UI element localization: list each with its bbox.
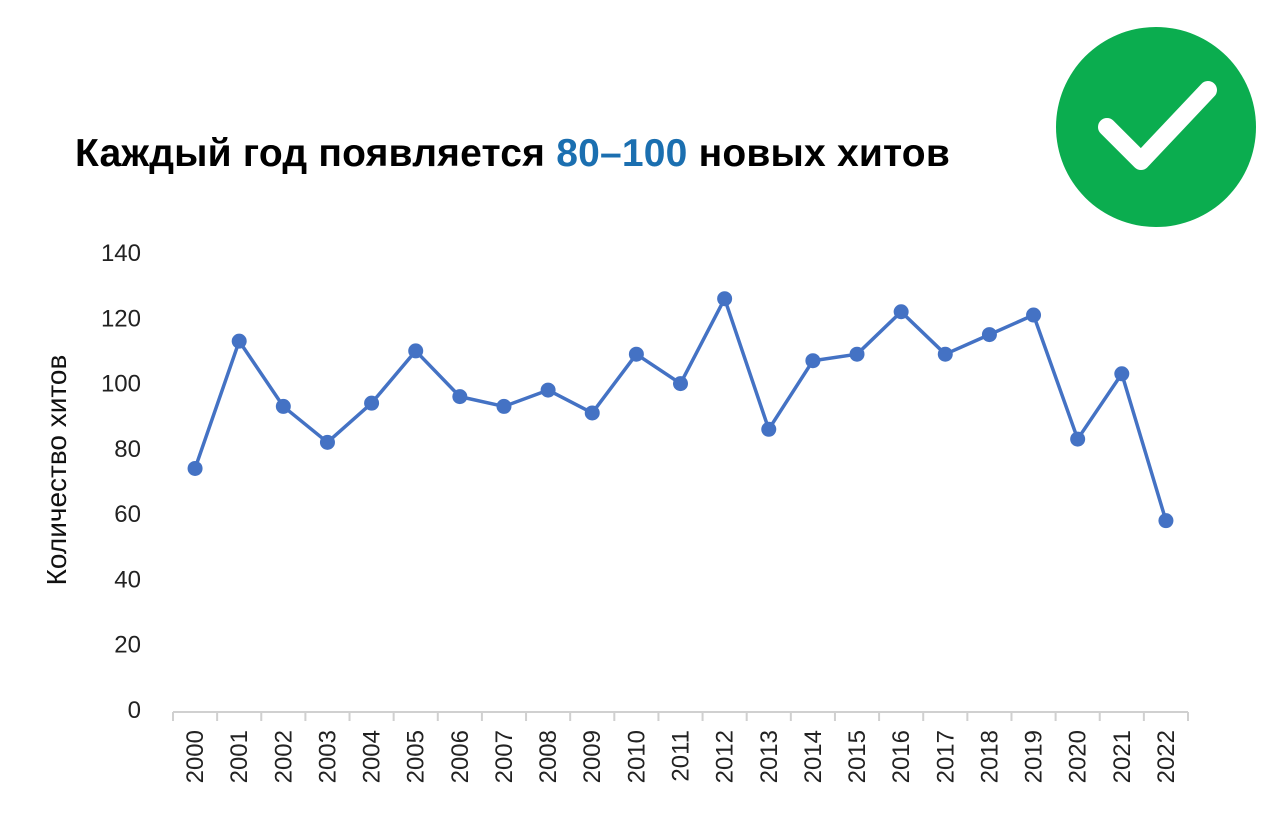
data-point — [1158, 513, 1174, 529]
data-point — [717, 291, 733, 307]
y-axis-label: Количество хитов — [41, 355, 72, 586]
x-tick-label: 2018 — [976, 730, 1003, 783]
x-tick-label: 2002 — [270, 730, 297, 783]
data-point — [540, 382, 556, 398]
series-line — [193, 296, 1168, 522]
series-group — [187, 291, 1174, 529]
x-tick-label: 2005 — [403, 730, 430, 783]
x-axis — [172, 711, 1189, 721]
x-tick-label: 2012 — [712, 730, 739, 783]
x-tick-label: 2008 — [535, 730, 562, 783]
data-point — [364, 395, 380, 411]
y-axis-ticks: 0 20 40 60 80 100 120 140 — [101, 240, 141, 724]
y-tick-label: 140 — [101, 240, 141, 267]
data-point — [1114, 366, 1130, 382]
x-tick-label: 2016 — [888, 730, 915, 783]
x-tick-label: 2003 — [314, 730, 341, 783]
data-point — [1026, 307, 1042, 323]
y-tick-label: 0 — [128, 697, 141, 724]
y-tick-label: 120 — [101, 305, 141, 332]
data-point — [231, 333, 247, 349]
x-tick-label: 2006 — [447, 730, 474, 783]
data-point — [584, 405, 600, 421]
x-tick-label: 2013 — [756, 730, 783, 783]
x-tick-label: 2000 — [182, 730, 209, 783]
data-point — [187, 460, 203, 476]
data-point — [408, 343, 424, 359]
title-highlight: 80–100 — [556, 132, 688, 175]
x-tick-label: 2007 — [491, 730, 518, 783]
y-tick-label: 80 — [114, 436, 141, 463]
page-title: Каждый год появляется 80–100 новых хитов — [75, 132, 950, 176]
data-point — [761, 421, 777, 437]
y-tick-label: 60 — [114, 501, 141, 528]
data-point — [452, 389, 468, 405]
x-tick-label: 2015 — [844, 730, 871, 783]
data-point — [628, 346, 644, 362]
badge-circle — [1056, 27, 1256, 227]
title-text-before: Каждый год появляется — [75, 132, 557, 175]
y-tick-label: 100 — [101, 371, 141, 398]
data-point — [1070, 431, 1086, 447]
data-point — [275, 398, 291, 414]
x-tick-label: 2001 — [226, 730, 253, 783]
data-point — [981, 327, 997, 343]
data-point — [893, 304, 909, 320]
data-point — [805, 353, 821, 369]
check-badge — [1056, 27, 1256, 227]
x-tick-label: 2019 — [1021, 730, 1048, 783]
data-point — [496, 398, 512, 414]
title-text-after: новых хитов — [687, 132, 951, 175]
x-tick-label: 2011 — [668, 730, 695, 782]
y-tick-label: 40 — [114, 566, 141, 593]
x-tick-label: 2020 — [1065, 730, 1092, 783]
data-point — [319, 434, 335, 450]
x-tick-label: 2009 — [579, 730, 606, 783]
x-tick-label: 2014 — [800, 730, 827, 783]
x-tick-label: 2017 — [932, 730, 959, 783]
y-tick-label: 20 — [114, 632, 141, 659]
x-tick-label: 2004 — [359, 730, 386, 783]
x-axis-ticks: 2000 2001 2002 2003 2004 2005 2006 2007 2008 2009… — [182, 730, 1180, 783]
checkmark-icon — [1098, 81, 1217, 170]
x-tick-label: 2022 — [1153, 730, 1180, 783]
x-tick-label: 2010 — [623, 730, 650, 783]
data-point — [849, 346, 865, 362]
x-tick-label: 2021 — [1109, 730, 1136, 783]
data-point — [673, 376, 688, 392]
data-point — [937, 346, 953, 362]
